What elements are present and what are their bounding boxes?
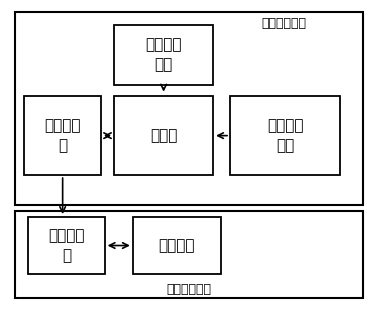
Text: 电机驱动
模块: 电机驱动 模块	[145, 38, 182, 73]
Text: 微处理器: 微处理器	[159, 238, 195, 253]
Bar	[28, 217, 105, 274]
Bar	[24, 96, 101, 175]
Bar	[15, 211, 363, 298]
Text: 通信模块
一: 通信模块 一	[45, 118, 81, 153]
Bar	[230, 96, 340, 175]
Text: 地面控制系统: 地面控制系统	[166, 283, 211, 296]
Text: 工控机: 工控机	[150, 128, 177, 143]
Text: 通信模块
二: 通信模块 二	[48, 228, 85, 263]
Bar	[114, 25, 213, 85]
Bar	[133, 217, 221, 274]
Bar	[114, 96, 213, 175]
Text: 本体控制系统: 本体控制系统	[262, 17, 307, 30]
Bar	[15, 12, 363, 205]
Text: 数据采集
模块: 数据采集 模块	[267, 118, 303, 153]
